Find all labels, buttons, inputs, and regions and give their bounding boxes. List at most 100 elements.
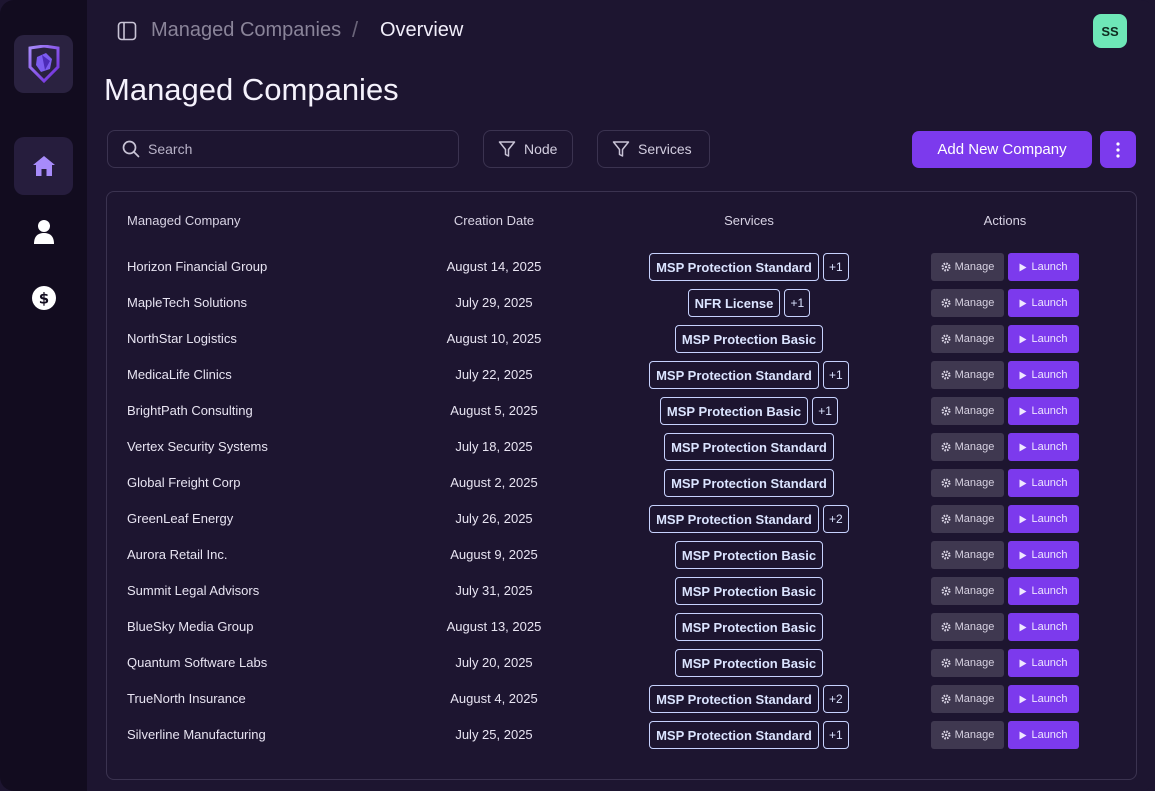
app-logo[interactable] <box>14 35 73 93</box>
breadcrumb-parent[interactable]: Managed Companies <box>151 19 342 41</box>
gear-icon <box>941 298 951 308</box>
play-icon <box>1019 335 1027 343</box>
search-input[interactable] <box>148 141 448 157</box>
search-icon <box>122 140 140 158</box>
manage-button[interactable]: Manage <box>931 361 1004 389</box>
service-badge[interactable]: MSP Protection Basic <box>674 649 824 677</box>
table-row: GreenLeaf Energy July 26, 2025 MSP Prote… <box>107 501 1136 537</box>
more-services-badge[interactable]: +2 <box>822 685 849 713</box>
launch-button[interactable]: Launch <box>1008 505 1079 533</box>
table-row: BlueSky Media Group August 13, 2025 MSP … <box>107 609 1136 645</box>
vertical-dots-icon <box>1116 141 1120 158</box>
manage-button[interactable]: Manage <box>931 289 1004 317</box>
search-box[interactable] <box>107 130 459 168</box>
service-badge[interactable]: MSP Protection Standard <box>649 253 819 281</box>
service-badge[interactable]: MSP Protection Standard <box>664 469 834 497</box>
add-new-company-button[interactable]: Add New Company <box>912 131 1092 168</box>
creation-date: August 9, 2025 <box>450 547 538 562</box>
launch-button[interactable]: Launch <box>1008 397 1079 425</box>
more-services-badge[interactable]: +1 <box>822 361 849 389</box>
manage-button[interactable]: Manage <box>931 505 1004 533</box>
creation-date: July 31, 2025 <box>455 583 533 598</box>
manage-button[interactable]: Manage <box>931 469 1004 497</box>
table-row: Vertex Security Systems July 18, 2025 MS… <box>107 429 1136 465</box>
manage-button[interactable]: Manage <box>931 685 1004 713</box>
service-badge[interactable]: MSP Protection Basic <box>674 577 824 605</box>
launch-button[interactable]: Launch <box>1008 613 1079 641</box>
company-name: TrueNorth Insurance <box>127 691 246 706</box>
launch-button[interactable]: Launch <box>1008 721 1079 749</box>
launch-button[interactable]: Launch <box>1008 469 1079 497</box>
column-header-services: Services <box>724 213 774 228</box>
launch-button[interactable]: Launch <box>1008 253 1079 281</box>
gear-icon <box>941 622 951 632</box>
launch-button[interactable]: Launch <box>1008 433 1079 461</box>
service-badge[interactable]: MSP Protection Standard <box>649 505 819 533</box>
manage-label: Manage <box>954 333 995 345</box>
play-icon <box>1019 263 1027 271</box>
launch-button[interactable]: Launch <box>1008 361 1079 389</box>
filter-icon <box>498 141 516 157</box>
launch-button[interactable]: Launch <box>1008 685 1079 713</box>
company-name: Silverline Manufacturing <box>127 727 266 742</box>
company-name: Aurora Retail Inc. <box>127 547 228 562</box>
launch-label: Launch <box>1031 693 1068 705</box>
manage-label: Manage <box>954 297 995 309</box>
more-services-badge[interactable]: +1 <box>822 253 849 281</box>
launch-button[interactable]: Launch <box>1008 541 1079 569</box>
table-row: Silverline Manufacturing July 25, 2025 M… <box>107 717 1136 753</box>
more-services-badge[interactable]: +1 <box>822 721 849 749</box>
more-services-badge[interactable]: +2 <box>822 505 849 533</box>
more-services-badge[interactable]: +1 <box>784 289 811 317</box>
more-services-badge[interactable]: +1 <box>812 397 839 425</box>
launch-button[interactable]: Launch <box>1008 325 1079 353</box>
manage-label: Manage <box>954 657 995 669</box>
home-icon <box>32 156 55 176</box>
services-cell: MSP Protection Basic <box>549 577 949 605</box>
launch-button[interactable]: Launch <box>1008 289 1079 317</box>
launch-button[interactable]: Launch <box>1008 649 1079 677</box>
service-badge[interactable]: MSP Protection Standard <box>664 433 834 461</box>
service-badge[interactable]: MSP Protection Basic <box>659 397 809 425</box>
svg-text:$: $ <box>38 290 48 308</box>
service-badge[interactable]: MSP Protection Basic <box>674 613 824 641</box>
service-badge[interactable]: MSP Protection Basic <box>674 541 824 569</box>
gear-icon <box>941 658 951 668</box>
table-row: TrueNorth Insurance August 4, 2025 MSP P… <box>107 681 1136 717</box>
service-badge[interactable]: NFR License <box>687 289 781 317</box>
manage-button[interactable]: Manage <box>931 397 1004 425</box>
manage-button[interactable]: Manage <box>931 541 1004 569</box>
service-badge[interactable]: MSP Protection Basic <box>674 325 824 353</box>
sidebar-item-billing[interactable]: $ <box>14 269 73 327</box>
company-name: Vertex Security Systems <box>127 439 268 454</box>
manage-button[interactable]: Manage <box>931 433 1004 461</box>
sidebar-panel-icon <box>117 21 137 41</box>
user-avatar[interactable]: SS <box>1093 14 1127 48</box>
creation-date: July 25, 2025 <box>455 727 533 742</box>
manage-button[interactable]: Manage <box>931 721 1004 749</box>
node-filter-button[interactable]: Node <box>483 130 573 168</box>
companies-table: Managed Company Creation Date Services A… <box>106 191 1137 780</box>
launch-label: Launch <box>1031 297 1068 309</box>
service-badge[interactable]: MSP Protection Standard <box>649 361 819 389</box>
manage-label: Manage <box>954 621 995 633</box>
sidebar-toggle-button[interactable] <box>117 21 137 41</box>
node-filter-label: Node <box>524 141 558 157</box>
sidebar-item-home[interactable] <box>14 137 73 195</box>
manage-button[interactable]: Manage <box>931 649 1004 677</box>
manage-button[interactable]: Manage <box>931 253 1004 281</box>
manage-button[interactable]: Manage <box>931 577 1004 605</box>
more-options-button[interactable] <box>1100 131 1136 168</box>
service-badge[interactable]: MSP Protection Standard <box>649 685 819 713</box>
creation-date: August 5, 2025 <box>450 403 538 418</box>
service-badge[interactable]: MSP Protection Standard <box>649 721 819 749</box>
sidebar-item-users[interactable] <box>14 203 73 261</box>
launch-label: Launch <box>1031 477 1068 489</box>
launch-button[interactable]: Launch <box>1008 577 1079 605</box>
manage-button[interactable]: Manage <box>931 613 1004 641</box>
play-icon <box>1019 551 1027 559</box>
manage-button[interactable]: Manage <box>931 325 1004 353</box>
services-filter-button[interactable]: Services <box>597 130 710 168</box>
manage-label: Manage <box>954 693 995 705</box>
table-row: MapleTech Solutions July 29, 2025 NFR Li… <box>107 285 1136 321</box>
